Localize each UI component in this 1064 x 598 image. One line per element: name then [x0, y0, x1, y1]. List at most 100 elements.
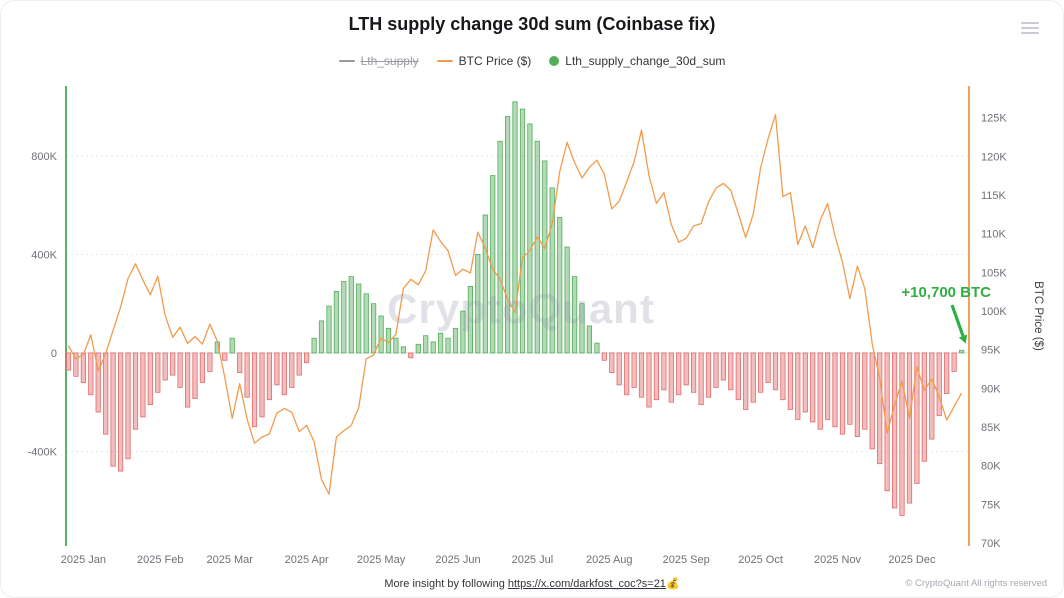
legend-label: Lth_supply — [360, 54, 419, 68]
bar — [616, 352, 622, 386]
bar — [370, 303, 377, 354]
bar — [452, 327, 459, 354]
x-axis-tick-label: 2025 Sep — [663, 554, 710, 566]
annotation-arrow-icon — [950, 304, 968, 344]
bar — [609, 352, 615, 373]
bar — [504, 116, 511, 354]
bar — [125, 352, 131, 460]
left-axis-tick-label: 800K — [31, 151, 57, 163]
bar — [847, 352, 853, 425]
legend-dot-swatch — [549, 56, 560, 66]
bar — [586, 325, 593, 354]
bar — [281, 352, 287, 396]
bar — [162, 352, 168, 381]
x-axis-tick-label: 2025 Mar — [206, 554, 253, 566]
legend-label: Lth_supply_change_30d_sum — [565, 54, 726, 68]
legend-item-lth-supply[interactable]: Lth_supply — [338, 54, 419, 68]
bar — [251, 352, 258, 428]
legend-item-btc-price[interactable]: BTC Price ($) — [436, 54, 532, 68]
right-axis-tick-label: 110K — [981, 229, 1007, 241]
bar — [653, 352, 660, 401]
btc-price-line — [67, 113, 963, 495]
bar — [259, 352, 265, 418]
x-axis-tick-label: 2025 Oct — [738, 554, 783, 566]
bar — [772, 352, 779, 391]
bar — [534, 140, 540, 354]
bar — [244, 352, 250, 398]
bar — [825, 352, 831, 420]
bar — [594, 342, 600, 354]
copyright: © CryptoQuant All rights reserved — [905, 578, 1047, 589]
bar — [103, 352, 109, 435]
legend-label: BTC Price ($) — [458, 54, 532, 68]
bar — [780, 352, 786, 401]
bar — [720, 352, 727, 381]
bar — [132, 352, 139, 430]
bar — [668, 352, 674, 403]
right-axis-tick-label: 115K — [981, 190, 1007, 202]
left-axis-tick-label: 400K — [31, 249, 57, 261]
bar — [170, 352, 176, 376]
lth-supply-change-bars — [65, 101, 965, 516]
bar — [899, 352, 905, 516]
bar — [832, 352, 838, 428]
bar — [333, 290, 340, 354]
legend-item-lth-supply-change[interactable]: Lth_supply_change_30d_sum — [549, 54, 725, 68]
x-axis-tick-label: 2025 May — [357, 554, 406, 566]
menu-line — [1021, 27, 1039, 29]
right-axis-tick-label: 120K — [981, 151, 1007, 163]
bar — [482, 214, 488, 354]
bar — [512, 101, 518, 354]
bar — [318, 320, 325, 354]
bar — [676, 352, 682, 396]
x-axis-tick-label: 2025 Feb — [137, 554, 183, 566]
bar — [147, 352, 153, 405]
x-axis-tick-label: 2025 Apr — [285, 554, 329, 566]
bar — [192, 352, 198, 399]
bar — [862, 352, 868, 430]
bar — [437, 332, 444, 354]
bar — [408, 352, 414, 359]
bar — [445, 337, 451, 354]
bar — [65, 352, 72, 371]
bar — [467, 285, 474, 354]
bar — [601, 352, 607, 361]
bar — [326, 305, 332, 354]
bar — [341, 281, 347, 354]
bar — [88, 352, 94, 396]
bar — [400, 346, 407, 354]
bar — [750, 352, 756, 403]
right-axis-tick-label: 70K — [981, 538, 1001, 550]
bar — [222, 352, 228, 361]
bar — [929, 352, 935, 440]
bar — [817, 352, 823, 430]
legend: Lth_supply BTC Price ($) Lth_supply_chan… — [1, 54, 1063, 68]
bar — [802, 352, 808, 413]
bar — [118, 352, 124, 472]
bar — [140, 352, 146, 418]
bar — [661, 352, 667, 391]
bar — [274, 352, 280, 386]
last-point-annotation: +10,700 BTC — [901, 284, 991, 301]
bar — [475, 253, 481, 354]
footer-note: More insight by following https://x.com/… — [1, 577, 1063, 590]
right-axis-tick-label: 80K — [981, 461, 1001, 473]
right-axis-tick-label: 85K — [981, 422, 1001, 434]
bar — [155, 352, 161, 393]
left-axis-tick-label: 0 — [51, 348, 57, 360]
bar — [728, 352, 734, 391]
menu-line — [1021, 22, 1039, 24]
bar — [705, 352, 712, 398]
legend-line-swatch — [436, 60, 453, 62]
bar — [624, 352, 630, 396]
bar — [877, 352, 883, 465]
x-axis-tick-label: 2025 Jan — [61, 554, 106, 566]
bar — [542, 160, 548, 354]
footer-link[interactable]: https://x.com/darkfost_coc?s=21 — [507, 578, 666, 590]
chart-menu-icon[interactable] — [1021, 22, 1039, 34]
bar — [884, 352, 890, 492]
bar — [229, 337, 235, 354]
bar — [914, 352, 920, 484]
bar — [363, 293, 369, 354]
